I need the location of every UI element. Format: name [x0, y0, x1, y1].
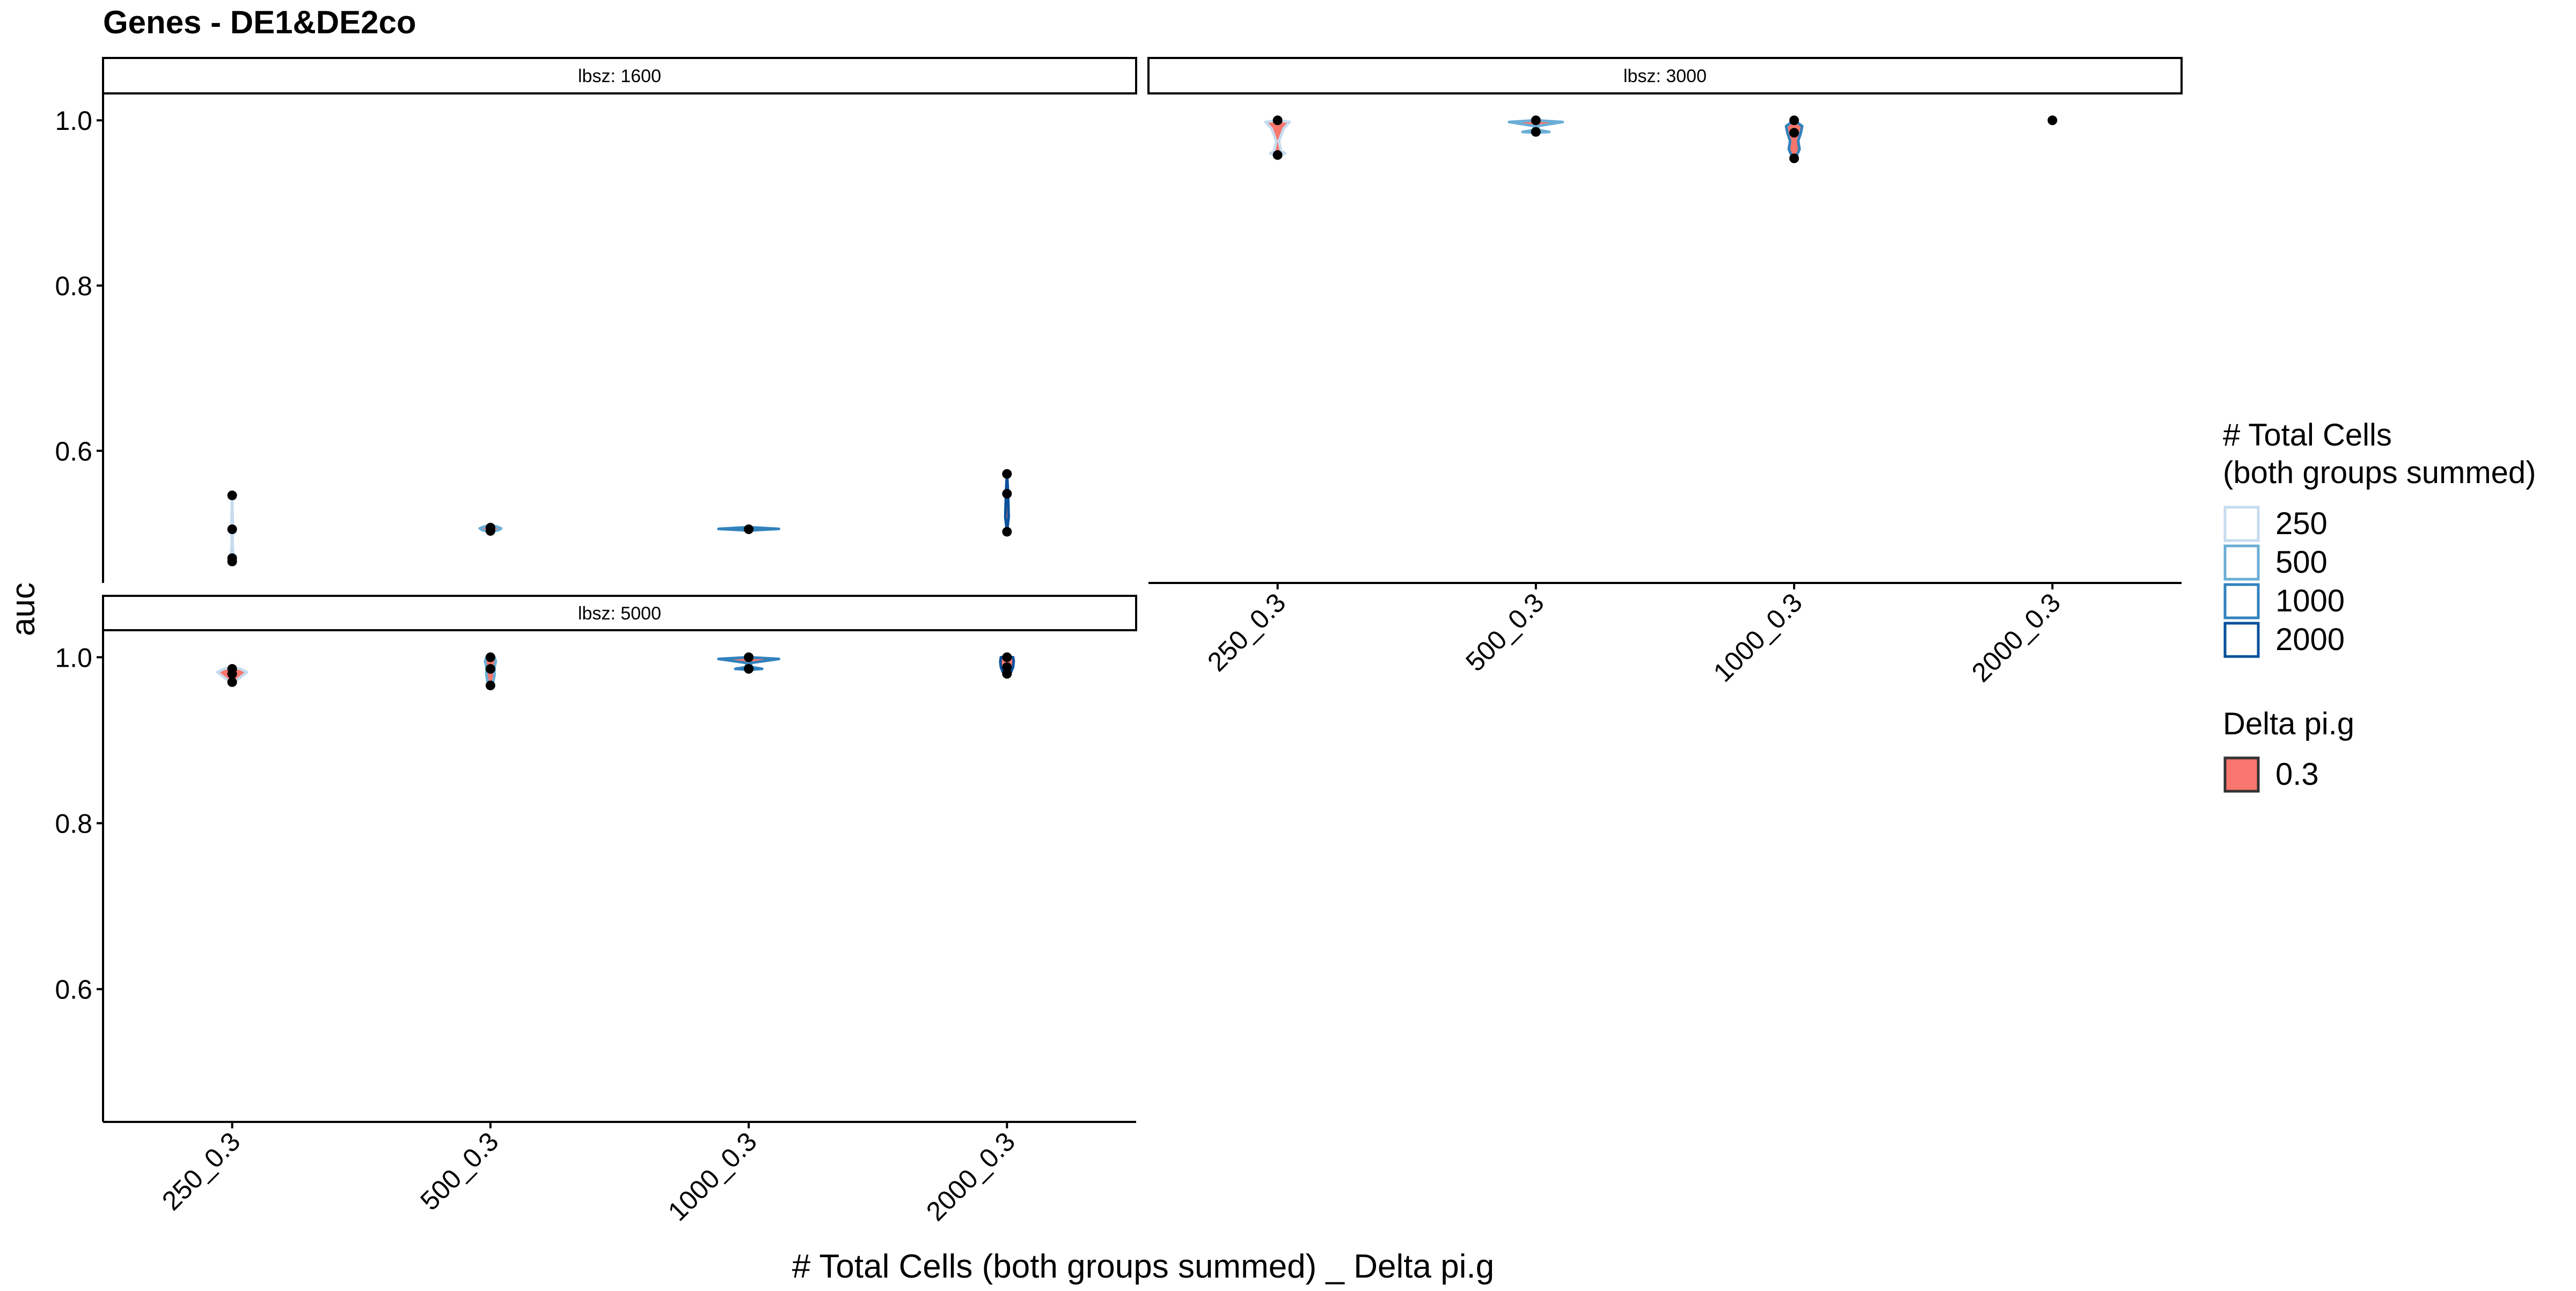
facet-panel: lbsz: 3000 250_0.3 500_0.3 1000_0.3 2000_0.3 [1147, 57, 2183, 688]
data-point [744, 524, 754, 534]
legend: # Total Cells(both groups summed) 250 5001… [2223, 418, 2536, 793]
x-tick-label: 1000_0.3 [1708, 587, 1808, 688]
violin-shape [1004, 472, 1010, 534]
facet-strip-label: lbsz: 5000 [578, 603, 661, 624]
legend-key [2223, 506, 2260, 542]
x-axis-label: # Total Cells (both groups summed) _ Del… [792, 1248, 1494, 1285]
facet-panel: lbsz: 1600 0.6 0.8 1.0 [55, 57, 1137, 583]
data-point [1002, 488, 1012, 499]
data-point [1531, 115, 1541, 126]
data-point [485, 680, 495, 690]
data-point [227, 677, 237, 687]
violin-shape [1784, 119, 1804, 161]
data-point [1789, 128, 1799, 138]
facet-panel: lbsz: 5000 0.6 0.8 1.0 250_0.3 500_0.3 1000_0.… [55, 595, 1137, 1227]
x-tick-label: 1000_0.3 [662, 1126, 763, 1227]
legend-item-label: 250 [2275, 506, 2328, 541]
data-point [1002, 527, 1012, 537]
data-point [744, 664, 754, 674]
facet-strip [102, 57, 1137, 94]
facet-strip [102, 595, 1137, 631]
y-tick-label: 0.8 [55, 809, 92, 839]
data-point [1002, 669, 1012, 679]
legend-key [2223, 583, 2260, 619]
x-tick-label: 2000_0.3 [1966, 587, 2066, 688]
data-point [485, 664, 495, 674]
legend-title: Delta pi.g [2223, 706, 2354, 741]
data-point [227, 490, 237, 500]
data-point [227, 669, 237, 679]
x-tick-label: 250_0.3 [156, 1126, 246, 1216]
facet-strip [1147, 57, 2183, 94]
data-point [1272, 150, 1283, 160]
legend-item-label: 2000 [2275, 622, 2345, 657]
data-point [227, 556, 237, 566]
y-tick-label: 1.0 [55, 643, 92, 673]
legend-item-label: 1000 [2275, 583, 2345, 618]
legend-title: # Total Cells [2223, 418, 2392, 453]
legend-key [2223, 756, 2260, 793]
x-tick-label: 250_0.3 [1202, 587, 1291, 677]
facet-panels: lbsz: 1600 0.6 0.8 1.0 lbsz: 3000 250_0.3 500_… [55, 57, 2183, 1227]
data-point [1531, 127, 1541, 137]
legend-item-label: 500 [2275, 545, 2328, 580]
legend-key [2223, 544, 2260, 581]
data-point [744, 652, 754, 662]
y-axis-label: auc [5, 582, 42, 636]
x-tick-label: 500_0.3 [414, 1126, 504, 1216]
data-point [1002, 652, 1012, 662]
y-tick-label: 0.6 [55, 975, 92, 1005]
chart-title: Genes - DE1&DE2co [103, 4, 416, 40]
legend-key [2223, 622, 2260, 658]
x-tick-label: 2000_0.3 [920, 1126, 1021, 1227]
data-point [485, 522, 495, 533]
y-tick-label: 0.6 [55, 436, 92, 466]
x-tick-label: 500_0.3 [1460, 587, 1549, 677]
facet-strip-label: lbsz: 1600 [578, 66, 661, 86]
data-point [1272, 115, 1283, 126]
data-point [1002, 662, 1012, 672]
y-tick-label: 0.8 [55, 271, 92, 301]
data-point [1002, 469, 1012, 479]
data-point [2047, 115, 2058, 126]
data-point [227, 524, 237, 534]
facet-strip-label: lbsz: 3000 [1623, 66, 1707, 86]
data-point [1789, 115, 1799, 126]
data-point [1789, 153, 1799, 163]
legend-item-label: 0.3 [2275, 757, 2319, 792]
legend-title: (both groups summed) [2223, 455, 2536, 490]
y-tick-label: 1.0 [55, 106, 92, 136]
data-point [485, 652, 495, 662]
